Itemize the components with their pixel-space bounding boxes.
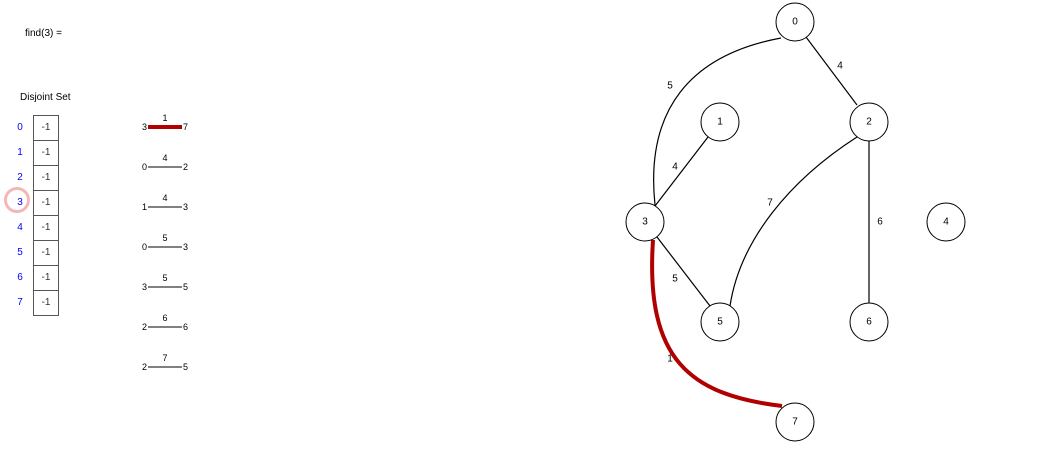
edge-list-to: 3 xyxy=(183,202,188,212)
edge-list-weight: 1 xyxy=(162,113,167,123)
disjoint-set-array: -1 -1 -1 -1 -1 -1 -1 -1 xyxy=(33,115,59,316)
graph-node-6: 6 xyxy=(849,302,889,342)
edge-list-to: 5 xyxy=(183,362,188,372)
graph-node-label: 2 xyxy=(866,117,872,128)
graph-node-label: 4 xyxy=(943,217,949,228)
graph-edge-0-2 xyxy=(805,36,858,106)
ds-index-2: 2 xyxy=(17,172,23,183)
edge-list-from: 2 xyxy=(142,322,147,332)
disjoint-set-title: Disjoint Set xyxy=(20,92,71,103)
edge-list-weight: 7 xyxy=(162,353,167,363)
ds-cell-1: -1 xyxy=(34,141,58,166)
graph-edge-3-5 xyxy=(656,236,711,307)
ds-cell-0: -1 xyxy=(34,116,58,141)
edge-list-from: 2 xyxy=(142,362,147,372)
edge-list-item: 0 3 5 xyxy=(142,233,188,252)
edge-list-item: 2 6 6 xyxy=(142,313,188,332)
edge-list-from: 0 xyxy=(142,242,147,252)
ds-cell-6: -1 xyxy=(34,266,58,291)
ds-index-4: 4 xyxy=(17,222,23,233)
graph-node-label: 6 xyxy=(866,317,872,328)
edge-list-to: 6 xyxy=(183,322,188,332)
graph-node-circle xyxy=(849,302,889,342)
graph-edge-3-7 xyxy=(650,239,783,408)
edge-list-canvas: 3 7 1 0 2 4 1 3 4 0 3 5 3 5 5 2 6 6 2 5 7 xyxy=(142,113,188,372)
graph-node-7: 7 xyxy=(775,402,815,442)
graph-edge-1-3 xyxy=(654,136,709,207)
edge-list-to: 2 xyxy=(183,162,188,172)
ds-index-0: 0 xyxy=(17,122,23,133)
ds-index-5: 5 xyxy=(17,247,23,258)
ds-index-6: 6 xyxy=(17,272,23,283)
graph-node-2: 2 xyxy=(849,102,889,142)
graph-node-label: 0 xyxy=(792,17,798,28)
graph-edge-2-5 xyxy=(729,136,858,307)
ds-cell-4: -1 xyxy=(34,216,58,241)
graph-node-circle xyxy=(775,2,815,42)
graph-node-circle xyxy=(700,102,740,142)
graph-node-circle xyxy=(926,202,966,242)
ds-cell-3: -1 xyxy=(34,191,58,216)
edge-list-weight: 4 xyxy=(162,193,167,203)
find-query-label: find(3) = xyxy=(25,28,62,39)
ds-index-1: 1 xyxy=(17,147,23,158)
graph-node-label: 1 xyxy=(717,117,723,128)
edge-list-item: 1 3 4 xyxy=(142,193,188,212)
graph-node-circle xyxy=(849,102,889,142)
graph-node-circle xyxy=(700,302,740,342)
disjoint-set-indices: 0 1 2 3 4 5 6 7 xyxy=(12,115,28,315)
edge-list-item: 3 5 5 xyxy=(142,273,188,292)
graph-node-3: 3 xyxy=(625,202,665,242)
edge-list-from: 3 xyxy=(142,282,147,292)
graph-edges: 5 4 4 7 6 5 1 xyxy=(650,36,883,408)
graph-edge-weight-3-5: 5 xyxy=(672,274,678,285)
edge-list-item: 0 2 4 xyxy=(142,153,188,172)
graph-edge-weight-0-3: 5 xyxy=(667,81,673,92)
edge-list-from: 1 xyxy=(142,202,147,212)
edge-list-to: 3 xyxy=(183,242,188,252)
sorted-edge-list: 3 7 1 0 2 4 1 3 4 0 3 5 3 5 5 2 6 6 2 5 7 xyxy=(140,110,200,380)
graph-edge-weight-0-2: 4 xyxy=(837,61,843,72)
graph-node-label: 5 xyxy=(717,317,723,328)
edge-list-to: 7 xyxy=(183,122,188,132)
graph-node-label: 3 xyxy=(642,217,648,228)
graph-node-1: 1 xyxy=(700,102,740,142)
edge-list-weight: 5 xyxy=(162,273,167,283)
graph-node-4: 4 xyxy=(926,202,966,242)
edge-list-weight: 5 xyxy=(162,233,167,243)
graph-node-0: 0 xyxy=(775,2,815,42)
graph-node-5: 5 xyxy=(700,302,740,342)
edge-list-weight: 6 xyxy=(162,313,167,323)
graph-edge-0-3 xyxy=(653,37,782,206)
graph-node-circle xyxy=(775,402,815,442)
current-index-highlight xyxy=(4,187,30,213)
edge-list-item: 3 7 1 xyxy=(142,113,188,132)
graph-edge-weight-1-3: 4 xyxy=(672,162,678,173)
edge-list-to: 5 xyxy=(183,282,188,292)
graph-node-circle xyxy=(625,202,665,242)
graph-node-label: 7 xyxy=(792,417,798,428)
ds-cell-2: -1 xyxy=(34,166,58,191)
ds-cell-7: -1 xyxy=(34,291,58,316)
edge-list-from: 3 xyxy=(142,122,147,132)
graph-edge-weight-2-5: 7 xyxy=(767,198,773,209)
edge-list-weight: 4 xyxy=(162,153,167,163)
graph-edge-weight-2-6: 6 xyxy=(877,217,883,228)
edge-list-item: 2 5 7 xyxy=(142,353,188,372)
graph-nodes: 0 1 2 3 4 5 6 7 xyxy=(625,2,966,442)
ds-cell-5: -1 xyxy=(34,241,58,266)
ds-index-3: 3 xyxy=(17,197,23,208)
edge-list-from: 0 xyxy=(142,162,147,172)
ds-index-7: 7 xyxy=(17,297,23,308)
graph-edge-weight-3-7: 1 xyxy=(667,354,673,365)
